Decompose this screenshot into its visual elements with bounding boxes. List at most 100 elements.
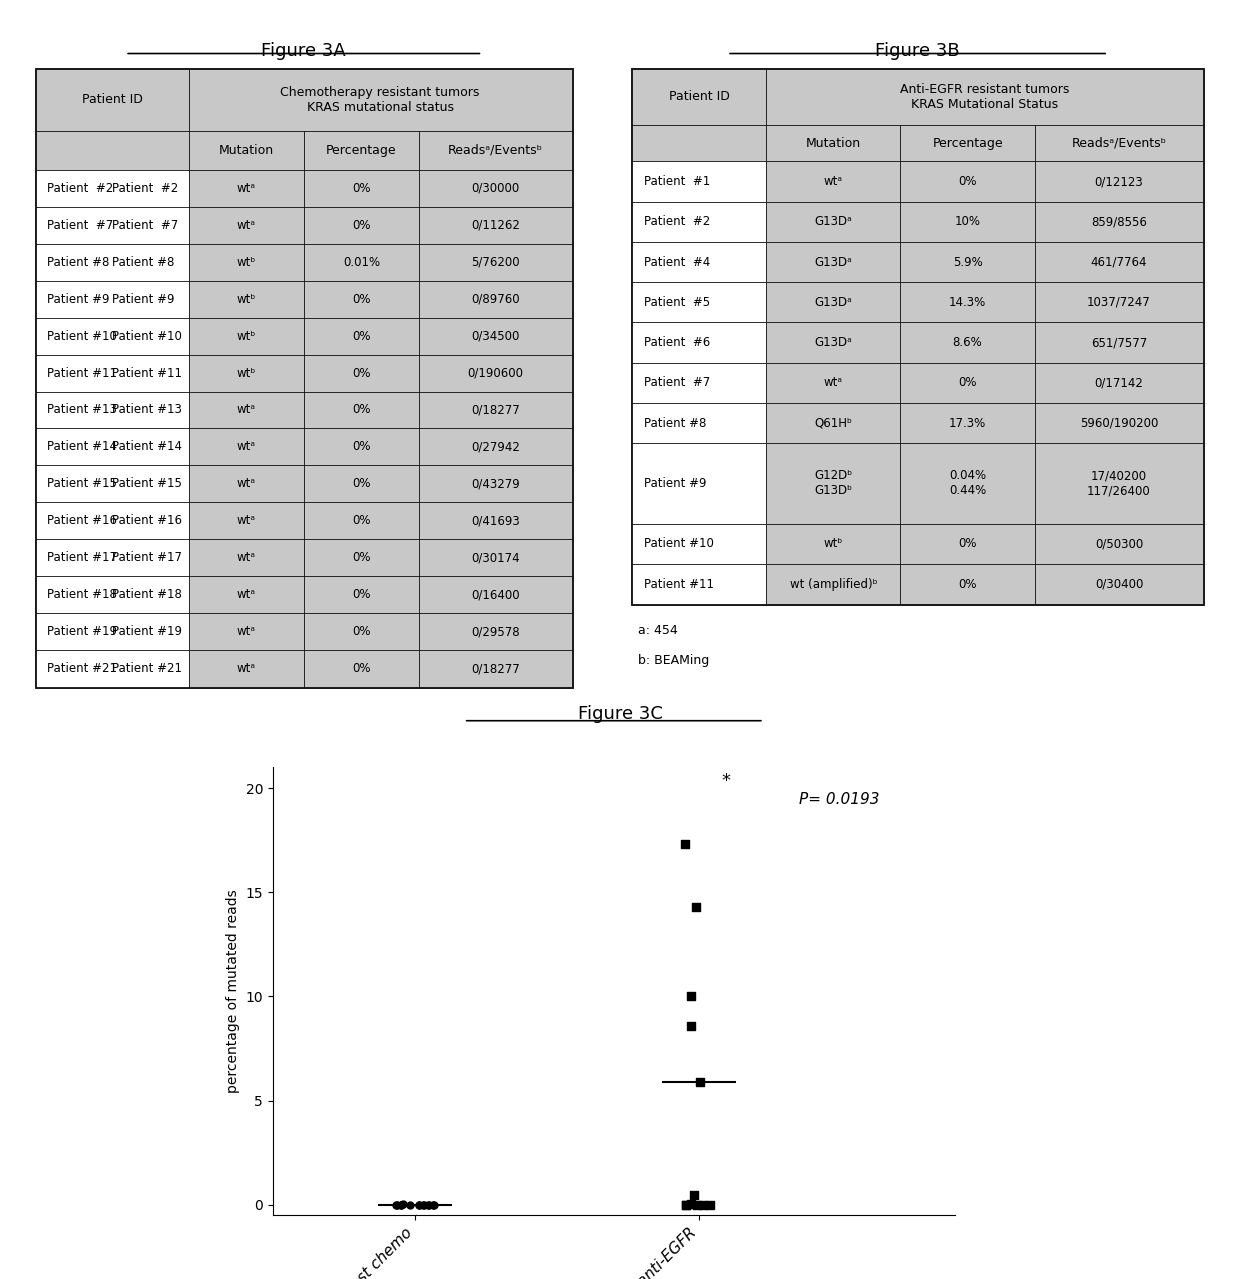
FancyBboxPatch shape xyxy=(188,243,304,280)
Point xyxy=(418,1195,438,1215)
Text: 0.01%: 0.01% xyxy=(342,256,379,269)
FancyBboxPatch shape xyxy=(900,202,1034,242)
Point xyxy=(409,1195,429,1215)
Text: 0/43279: 0/43279 xyxy=(471,477,520,490)
FancyBboxPatch shape xyxy=(36,69,188,130)
FancyBboxPatch shape xyxy=(36,577,188,614)
Point xyxy=(414,1195,434,1215)
FancyBboxPatch shape xyxy=(632,202,766,242)
Text: Patient #9: Patient #9 xyxy=(113,293,175,306)
Text: 0/12123: 0/12123 xyxy=(1095,175,1143,188)
FancyBboxPatch shape xyxy=(188,428,304,466)
FancyBboxPatch shape xyxy=(304,280,419,317)
Text: b: BEAMing: b: BEAMing xyxy=(637,654,709,668)
Text: Patient #19: Patient #19 xyxy=(47,625,117,638)
FancyBboxPatch shape xyxy=(900,322,1034,363)
Text: Patient #14: Patient #14 xyxy=(47,440,117,454)
FancyBboxPatch shape xyxy=(900,403,1034,444)
Text: Readsᵃ/Eventsᵇ: Readsᵃ/Eventsᵇ xyxy=(1071,137,1167,150)
Text: a: 454: a: 454 xyxy=(637,624,677,637)
Point xyxy=(392,1195,412,1215)
Text: *: * xyxy=(722,771,730,789)
FancyBboxPatch shape xyxy=(900,523,1034,564)
Text: 0/18277: 0/18277 xyxy=(471,663,520,675)
Text: Anti-EGFR resistant tumors
KRAS Mutational Status: Anti-EGFR resistant tumors KRAS Mutation… xyxy=(900,83,1069,111)
Text: 5960/190200: 5960/190200 xyxy=(1080,417,1158,430)
Text: 0/89760: 0/89760 xyxy=(471,293,520,306)
Text: wtᵃ: wtᵃ xyxy=(237,625,255,638)
Point xyxy=(675,834,694,854)
Text: 461/7764: 461/7764 xyxy=(1091,256,1147,269)
FancyBboxPatch shape xyxy=(1034,283,1203,322)
Text: 0%: 0% xyxy=(352,588,371,601)
FancyBboxPatch shape xyxy=(1034,564,1203,604)
Text: 14.3%: 14.3% xyxy=(949,295,986,308)
FancyBboxPatch shape xyxy=(188,391,304,428)
Text: 0%: 0% xyxy=(352,403,371,417)
Text: 0%: 0% xyxy=(959,175,977,188)
FancyBboxPatch shape xyxy=(632,363,766,403)
Text: Percentage: Percentage xyxy=(932,137,1003,150)
FancyBboxPatch shape xyxy=(304,577,419,614)
Text: wtᵇ: wtᵇ xyxy=(237,367,255,380)
FancyBboxPatch shape xyxy=(36,503,188,540)
Text: Patient #9: Patient #9 xyxy=(644,477,707,490)
Text: Patient #17: Patient #17 xyxy=(47,551,117,564)
Text: 0%: 0% xyxy=(959,578,977,591)
Text: Patient #19: Patient #19 xyxy=(113,625,182,638)
FancyBboxPatch shape xyxy=(419,354,572,391)
FancyBboxPatch shape xyxy=(766,523,900,564)
FancyBboxPatch shape xyxy=(419,466,572,503)
FancyBboxPatch shape xyxy=(419,614,572,650)
FancyBboxPatch shape xyxy=(900,283,1034,322)
FancyBboxPatch shape xyxy=(1034,242,1203,283)
FancyBboxPatch shape xyxy=(188,207,304,243)
Text: 0/27942: 0/27942 xyxy=(471,440,520,454)
Point xyxy=(386,1195,405,1215)
Text: Patient #18: Patient #18 xyxy=(47,588,117,601)
Text: Readsᵃ/Eventsᵇ: Readsᵃ/Eventsᵇ xyxy=(448,143,543,156)
Point xyxy=(687,1195,707,1215)
FancyBboxPatch shape xyxy=(419,503,572,540)
FancyBboxPatch shape xyxy=(632,444,766,523)
Text: 0/16400: 0/16400 xyxy=(471,588,520,601)
Text: Patient #9: Patient #9 xyxy=(47,293,109,306)
Text: 0/41693: 0/41693 xyxy=(471,514,520,527)
Text: 0%: 0% xyxy=(352,514,371,527)
FancyBboxPatch shape xyxy=(766,444,900,523)
FancyBboxPatch shape xyxy=(304,428,419,466)
FancyBboxPatch shape xyxy=(188,69,572,130)
FancyBboxPatch shape xyxy=(419,207,572,243)
Text: 17/40200
117/26400: 17/40200 117/26400 xyxy=(1087,469,1151,498)
Text: Figure 3B: Figure 3B xyxy=(875,42,960,60)
FancyBboxPatch shape xyxy=(419,280,572,317)
Text: Mutation: Mutation xyxy=(806,137,861,150)
FancyBboxPatch shape xyxy=(36,170,188,207)
Text: wtᵇ: wtᵇ xyxy=(237,256,255,269)
FancyBboxPatch shape xyxy=(304,243,419,280)
Text: Patient #15: Patient #15 xyxy=(47,477,117,490)
FancyBboxPatch shape xyxy=(632,161,766,202)
Point xyxy=(424,1195,444,1215)
Text: 0%: 0% xyxy=(352,293,371,306)
Text: 0%: 0% xyxy=(352,330,371,343)
Text: Patient #21: Patient #21 xyxy=(47,663,117,675)
Text: 0%: 0% xyxy=(352,367,371,380)
Text: G13Dᵃ: G13Dᵃ xyxy=(815,336,852,349)
Text: Patient ID: Patient ID xyxy=(82,93,143,106)
Text: Patient #10: Patient #10 xyxy=(644,537,714,550)
FancyBboxPatch shape xyxy=(36,243,188,280)
FancyBboxPatch shape xyxy=(36,428,188,466)
FancyBboxPatch shape xyxy=(419,428,572,466)
FancyBboxPatch shape xyxy=(900,564,1034,604)
FancyBboxPatch shape xyxy=(632,403,766,444)
Point xyxy=(683,1186,703,1206)
FancyBboxPatch shape xyxy=(36,207,188,243)
Text: G13Dᵃ: G13Dᵃ xyxy=(815,215,852,229)
FancyBboxPatch shape xyxy=(766,322,900,363)
Text: wtᵇ: wtᵇ xyxy=(823,537,843,550)
Text: 0/30000: 0/30000 xyxy=(471,182,520,194)
Text: Patient #15: Patient #15 xyxy=(113,477,182,490)
Text: 5/76200: 5/76200 xyxy=(471,256,520,269)
Point xyxy=(423,1195,443,1215)
